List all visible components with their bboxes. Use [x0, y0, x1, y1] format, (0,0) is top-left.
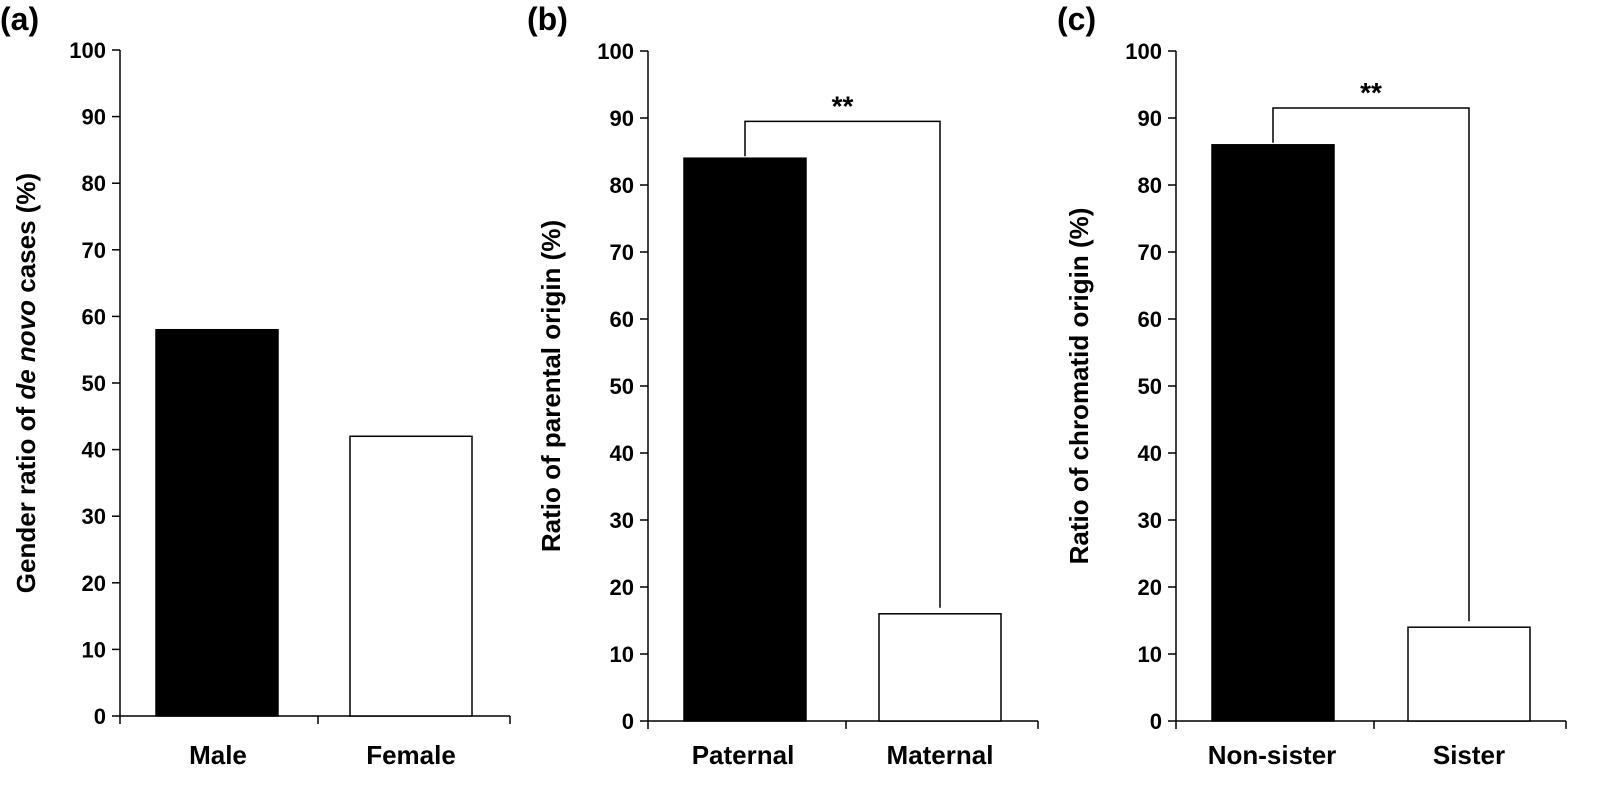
- y-tick-label: 90: [1138, 106, 1162, 131]
- y-tick-label: 50: [1138, 374, 1162, 399]
- y-tick-label: 20: [610, 575, 634, 600]
- y-tick-label: 30: [610, 508, 634, 533]
- significance-bracket: [1272, 107, 1470, 622]
- y-tick-label: 100: [597, 39, 634, 64]
- panel-label: (b): [527, 1, 568, 37]
- y-tick-label: 10: [82, 637, 106, 662]
- y-tick-label: 60: [82, 304, 106, 329]
- y-tick-label: 60: [1138, 307, 1162, 332]
- significance-label: **: [832, 90, 854, 121]
- bar-paternal: [683, 157, 807, 722]
- y-tick-label: 60: [610, 307, 634, 332]
- y-tick-label: 40: [610, 441, 634, 466]
- y-tick-label: 50: [82, 371, 106, 396]
- y-axis-title: Ratio of parental origin (%): [536, 220, 566, 552]
- y-tick-label: 80: [1138, 173, 1162, 198]
- bar-maternal: [878, 613, 1002, 722]
- panel-label: (a): [0, 1, 39, 37]
- y-tick-label: 0: [622, 709, 634, 734]
- x-category-label: Paternal: [692, 740, 795, 770]
- bar-non-sister: [1211, 144, 1335, 722]
- bar-male: [155, 328, 279, 717]
- y-axis-title-part: Gender ratio of: [11, 400, 41, 594]
- y-axis-title-part: Ratio of chromatid origin (%): [1064, 208, 1094, 565]
- x-category-label: Maternal: [887, 740, 994, 770]
- y-axis-title: Ratio of chromatid origin (%): [1064, 208, 1094, 565]
- y-axis-title: Gender ratio of de novo cases (%): [11, 173, 41, 593]
- x-category-label: Male: [189, 740, 247, 770]
- panel-label: (c): [1057, 1, 1096, 37]
- y-tick-label: 0: [1150, 709, 1162, 734]
- bar-female: [349, 435, 473, 717]
- y-tick-label: 90: [82, 105, 106, 130]
- y-axis-title-part: cases (%): [11, 173, 41, 300]
- y-tick-label: 0: [94, 704, 106, 729]
- y-tick-label: 40: [1138, 441, 1162, 466]
- y-tick-label: 30: [82, 504, 106, 529]
- y-tick-label: 40: [82, 438, 106, 463]
- y-tick-label: 100: [69, 38, 106, 63]
- y-tick-label: 80: [610, 173, 634, 198]
- x-category-label: Female: [366, 740, 456, 770]
- y-tick-label: 80: [82, 171, 106, 196]
- y-axis-title-part: Ratio of parental origin (%): [536, 220, 566, 552]
- bar-sister: [1407, 626, 1531, 722]
- y-tick-label: 90: [610, 106, 634, 131]
- x-category-label: Sister: [1433, 740, 1505, 770]
- y-tick-label: 10: [1138, 642, 1162, 667]
- significance-bracket: [744, 120, 941, 608]
- y-tick-label: 100: [1125, 39, 1162, 64]
- y-tick-label: 30: [1138, 508, 1162, 533]
- significance-label: **: [1360, 77, 1382, 108]
- y-tick-label: 10: [610, 642, 634, 667]
- y-tick-label: 70: [82, 238, 106, 263]
- y-tick-label: 20: [1138, 575, 1162, 600]
- x-category-label: Non-sister: [1208, 740, 1337, 770]
- y-axis-title-part: de novo: [11, 300, 41, 400]
- y-tick-label: 50: [610, 374, 634, 399]
- y-tick-label: 70: [610, 240, 634, 265]
- y-tick-label: 20: [82, 571, 106, 596]
- y-tick-label: 70: [1138, 240, 1162, 265]
